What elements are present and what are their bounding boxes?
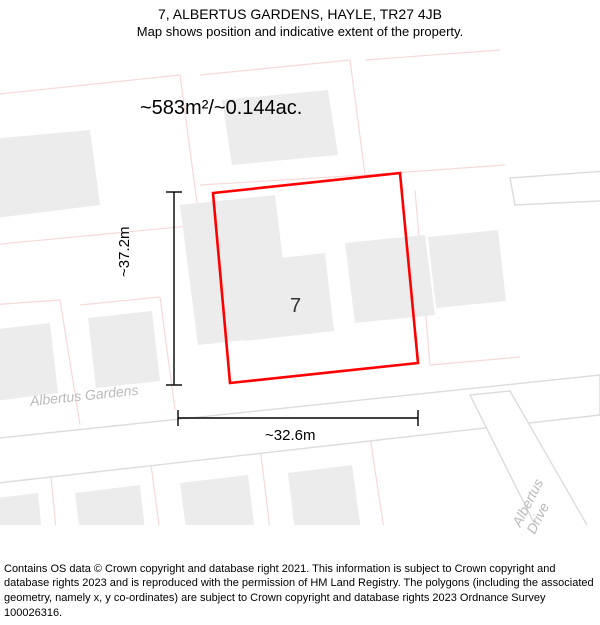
page-subtitle: Map shows position and indicative extent…	[0, 24, 600, 39]
page-container: 7, ALBERTUS GARDENS, HAYLE, TR27 4JB Map…	[0, 0, 600, 625]
dim-width-label: ~32.6m	[265, 427, 315, 444]
house-number: 7	[290, 295, 301, 318]
header: 7, ALBERTUS GARDENS, HAYLE, TR27 4JB Map…	[0, 0, 600, 39]
page-title: 7, ALBERTUS GARDENS, HAYLE, TR27 4JB	[0, 6, 600, 22]
dim-height-label: ~37.2m	[116, 227, 133, 277]
map-area: ~583m²/~0.144ac. ~37.2m ~32.6m 7 Albertu…	[0, 45, 600, 525]
area-label: ~583m²/~0.144ac.	[140, 97, 302, 120]
copyright-footer: Contains OS data © Crown copyright and d…	[4, 562, 596, 621]
